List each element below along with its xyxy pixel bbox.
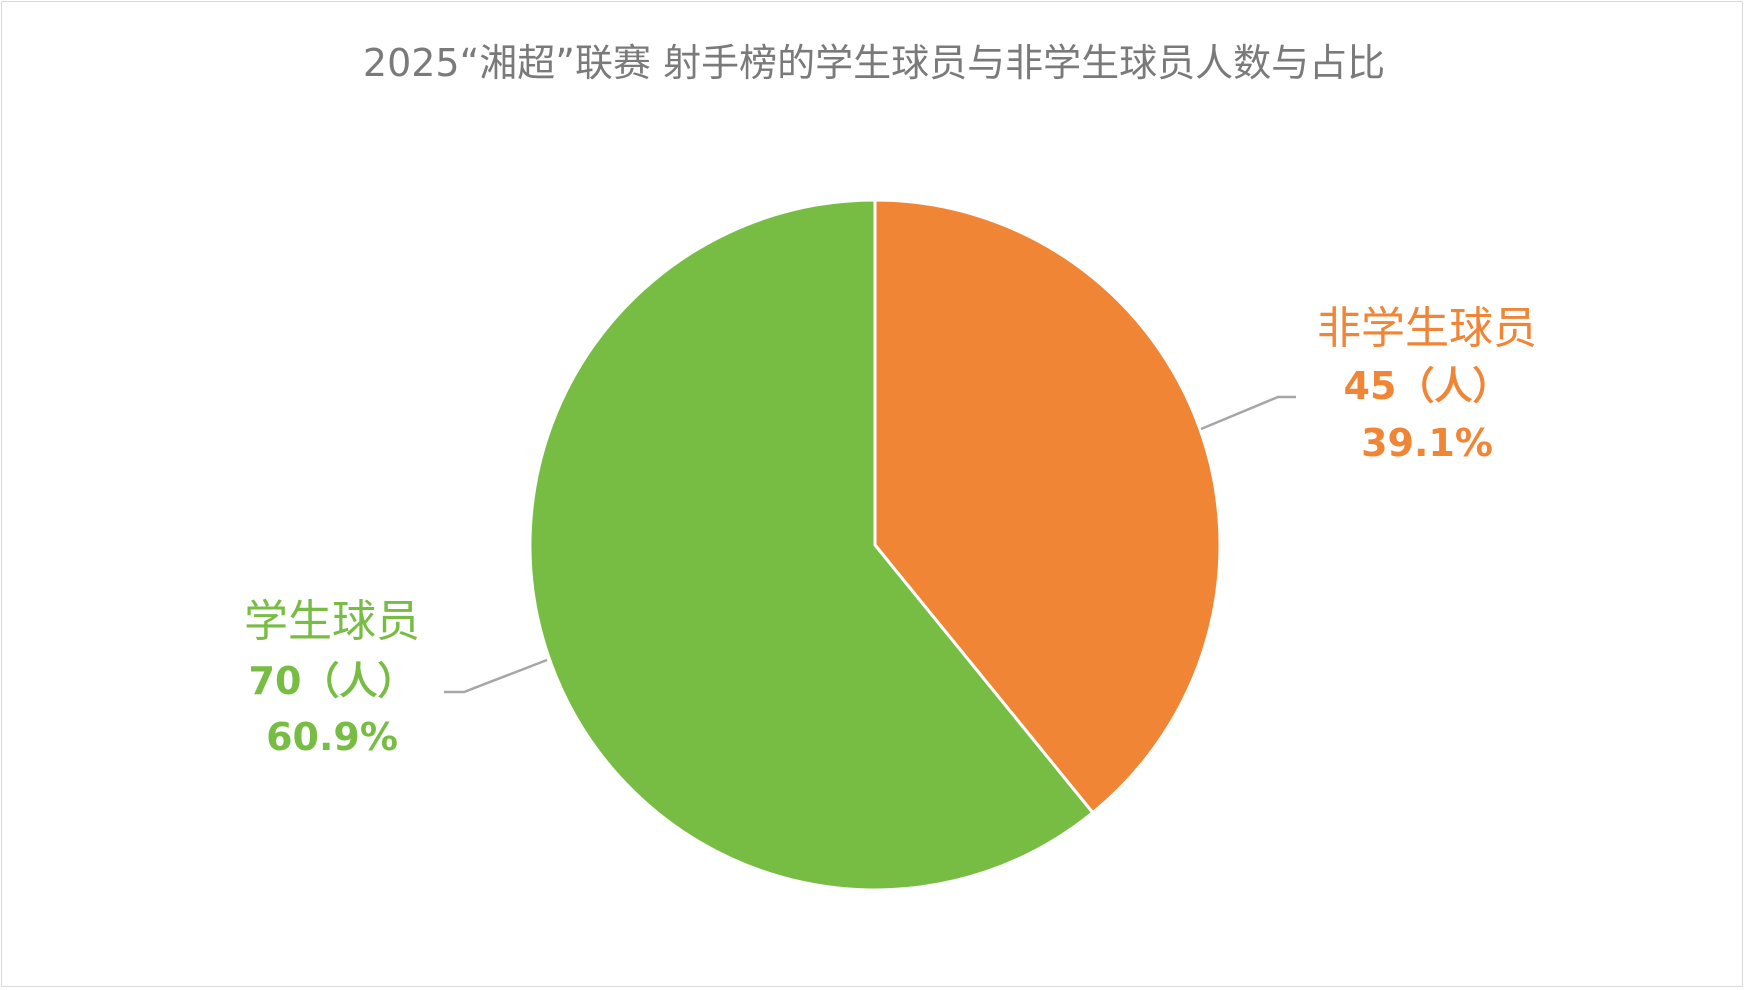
slice-value-label: 45（人）: [1344, 364, 1511, 408]
slice-value-label: 70（人）: [249, 659, 416, 703]
pie-slice-non-student: [873, 198, 1222, 815]
pie-slices: [528, 198, 1222, 892]
leader-line-non-student: [1200, 395, 1296, 431]
pie-slice-student: [528, 198, 1095, 892]
slice-name-label: 学生球员: [244, 596, 420, 647]
slice-name-label: 非学生球员: [1317, 303, 1537, 354]
slice-percent-label: 39.1%: [1361, 421, 1493, 465]
data-labels: 非学生球员 45（人） 39.1% 学生球员 70（人） 60.9%: [244, 303, 1537, 759]
chart-title: 2025“湘超”联赛 射手榜的学生球员与非学生球员人数与占比: [363, 41, 1385, 85]
leader-lines: [444, 395, 1296, 694]
leader-line-student: [444, 658, 548, 694]
slice-percent-label: 60.9%: [266, 715, 398, 759]
